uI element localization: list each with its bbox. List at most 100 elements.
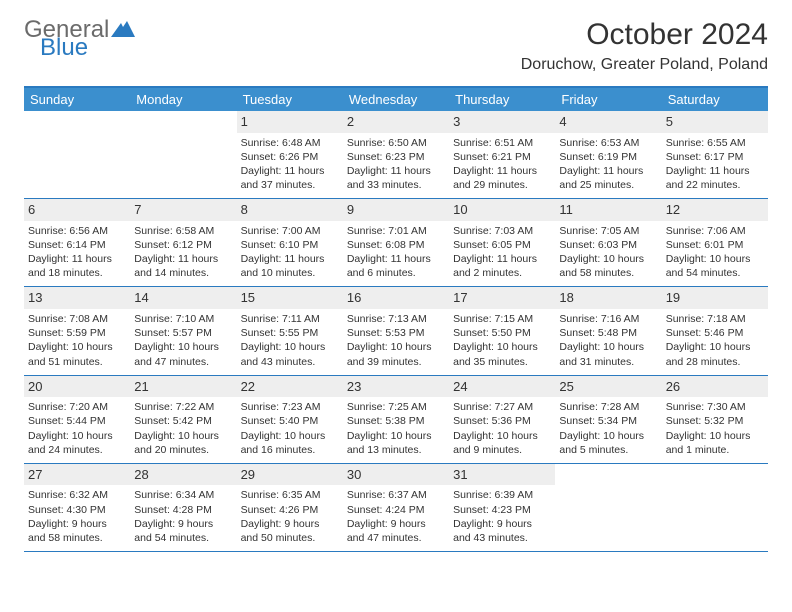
day-cell: 24Sunrise: 7:27 AMSunset: 5:36 PMDayligh… [449,376,555,463]
day-number: 27 [24,464,130,486]
sunset-text: Sunset: 6:05 PM [453,238,551,252]
sunset-text: Sunset: 6:08 PM [347,238,445,252]
daylight-text: Daylight: 10 hours and 51 minutes. [28,340,126,368]
day-number: 13 [24,287,130,309]
sunrise-text: Sunrise: 7:22 AM [134,400,232,414]
day-cell: 9Sunrise: 7:01 AMSunset: 6:08 PMDaylight… [343,199,449,286]
sunset-text: Sunset: 6:10 PM [241,238,339,252]
day-cell [24,111,130,198]
day-cell: 11 Sunrise: 7:05 AMSunset: 6:03 PMDayligh… [555,199,661,286]
day-cell: 28Sunrise: 6:34 AMSunset: 4:28 PMDayligh… [130,464,236,551]
daylight-text: Daylight: 10 hours and 16 minutes. [241,429,339,457]
daylight-text: Daylight: 9 hours and 47 minutes. [347,517,445,545]
sunrise-text: Sunrise: 7:00 AM [241,224,339,238]
sunrise-text: Sunrise: 7:27 AM [453,400,551,414]
daylight-text: Daylight: 11 hours and 37 minutes. [241,164,339,192]
sunset-text: Sunset: 5:55 PM [241,326,339,340]
day-number: 30 [343,464,449,486]
day-number: 14 [130,287,236,309]
sunset-text: Sunset: 4:26 PM [241,503,339,517]
sunrise-text: Sunrise: 6:56 AM [28,224,126,238]
sunrise-text: Sunrise: 7:20 AM [28,400,126,414]
day-cell: 25Sunrise: 7:28 AMSunset: 5:34 PMDayligh… [555,376,661,463]
sunset-text: Sunset: 4:30 PM [28,503,126,517]
daylight-text: Daylight: 10 hours and 24 minutes. [28,429,126,457]
day-number: 28 [130,464,236,486]
day-number: 5 [662,111,768,133]
week-row: 20Sunrise: 7:20 AMSunset: 5:44 PMDayligh… [24,376,768,464]
sunrise-text: Sunrise: 7:15 AM [453,312,551,326]
calendar-page: General Blue October 2024 Doruchow, Grea… [0,0,792,564]
day-cell: 26Sunrise: 7:30 AMSunset: 5:32 PMDayligh… [662,376,768,463]
sunset-text: Sunset: 6:23 PM [347,150,445,164]
day-cell: 2Sunrise: 6:50 AMSunset: 6:23 PMDaylight… [343,111,449,198]
sunset-text: Sunset: 5:57 PM [134,326,232,340]
sunset-text: Sunset: 5:44 PM [28,414,126,428]
sunrise-text: Sunrise: 7:05 AM [559,224,657,238]
day-number: 29 [237,464,343,486]
day-number: 18 [555,287,661,309]
daylight-text: Daylight: 10 hours and 20 minutes. [134,429,232,457]
day-number: 23 [343,376,449,398]
day-cell: 10Sunrise: 7:03 AMSunset: 6:05 PMDayligh… [449,199,555,286]
brand-part2: Blue [40,36,88,60]
day-number: 19 [662,287,768,309]
day-number: 12 [662,199,768,221]
day-cell: 1Sunrise: 6:48 AMSunset: 6:26 PMDaylight… [237,111,343,198]
day-number: 11 [555,199,661,221]
day-number: 16 [343,287,449,309]
daylight-text: Daylight: 10 hours and 39 minutes. [347,340,445,368]
sunrise-text: Sunrise: 7:11 AM [241,312,339,326]
day-cell: 21Sunrise: 7:22 AMSunset: 5:42 PMDayligh… [130,376,236,463]
day-cell: 16Sunrise: 7:13 AMSunset: 5:53 PMDayligh… [343,287,449,374]
sunrise-text: Sunrise: 6:35 AM [241,488,339,502]
sunrise-text: Sunrise: 6:53 AM [559,136,657,150]
daylight-text: Daylight: 10 hours and 9 minutes. [453,429,551,457]
sunrise-text: Sunrise: 6:39 AM [453,488,551,502]
sunset-text: Sunset: 5:48 PM [559,326,657,340]
day-number: 7 [130,199,236,221]
sunset-text: Sunset: 6:21 PM [453,150,551,164]
daylight-text: Daylight: 10 hours and 47 minutes. [134,340,232,368]
daylight-text: Daylight: 10 hours and 43 minutes. [241,340,339,368]
sunset-text: Sunset: 6:03 PM [559,238,657,252]
day-cell: 23Sunrise: 7:25 AMSunset: 5:38 PMDayligh… [343,376,449,463]
sunrise-text: Sunrise: 6:51 AM [453,136,551,150]
sunrise-text: Sunrise: 7:16 AM [559,312,657,326]
day-cell: 20Sunrise: 7:20 AMSunset: 5:44 PMDayligh… [24,376,130,463]
day-number: 3 [449,111,555,133]
sunrise-text: Sunrise: 7:10 AM [134,312,232,326]
sunrise-text: Sunrise: 7:03 AM [453,224,551,238]
day-cell: 30Sunrise: 6:37 AMSunset: 4:24 PMDayligh… [343,464,449,551]
sunrise-text: Sunrise: 6:55 AM [666,136,764,150]
sunset-text: Sunset: 5:34 PM [559,414,657,428]
day-number: 10 [449,199,555,221]
daylight-text: Daylight: 10 hours and 58 minutes. [559,252,657,280]
daylight-text: Daylight: 10 hours and 1 minute. [666,429,764,457]
wing-icon [111,21,135,41]
daylight-text: Daylight: 10 hours and 54 minutes. [666,252,764,280]
weekday-header: Wednesday [343,88,449,111]
sunset-text: Sunset: 5:40 PM [241,414,339,428]
sunrise-text: Sunrise: 6:34 AM [134,488,232,502]
daylight-text: Daylight: 10 hours and 13 minutes. [347,429,445,457]
day-number: 1 [237,111,343,133]
daylight-text: Daylight: 11 hours and 29 minutes. [453,164,551,192]
sunset-text: Sunset: 5:36 PM [453,414,551,428]
sunrise-text: Sunrise: 7:30 AM [666,400,764,414]
sunrise-text: Sunrise: 7:06 AM [666,224,764,238]
daylight-text: Daylight: 9 hours and 50 minutes. [241,517,339,545]
day-number: 21 [130,376,236,398]
daylight-text: Daylight: 11 hours and 6 minutes. [347,252,445,280]
sunrise-text: Sunrise: 7:18 AM [666,312,764,326]
daylight-text: Daylight: 10 hours and 28 minutes. [666,340,764,368]
week-row: 13Sunrise: 7:08 AMSunset: 5:59 PMDayligh… [24,287,768,375]
sunset-text: Sunset: 4:24 PM [347,503,445,517]
day-cell [555,464,661,551]
daylight-text: Daylight: 11 hours and 25 minutes. [559,164,657,192]
weekday-header: Monday [130,88,236,111]
sunset-text: Sunset: 6:12 PM [134,238,232,252]
header: General Blue October 2024 Doruchow, Grea… [24,18,768,74]
day-cell: 5Sunrise: 6:55 AMSunset: 6:17 PMDaylight… [662,111,768,198]
day-cell: 31Sunrise: 6:39 AMSunset: 4:23 PMDayligh… [449,464,555,551]
